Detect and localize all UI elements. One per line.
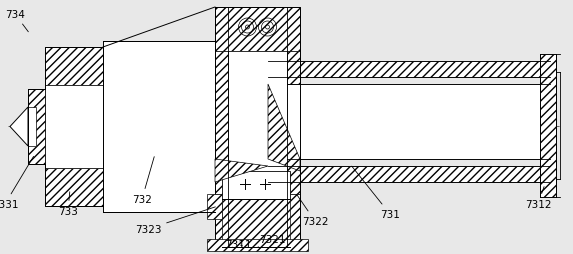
Bar [28, 108, 36, 146]
Bar [540, 55, 556, 197]
Bar [287, 52, 300, 85]
Bar [215, 8, 300, 52]
Bar [228, 52, 287, 194]
Bar [103, 42, 215, 212]
Bar [287, 159, 300, 194]
Bar [268, 166, 550, 182]
Text: 732: 732 [132, 157, 154, 204]
Bar [215, 8, 300, 247]
Bar [222, 199, 290, 247]
Bar [45, 168, 103, 206]
Text: 7311: 7311 [225, 239, 251, 249]
Bar [215, 52, 228, 194]
Text: 7312: 7312 [525, 187, 551, 209]
Text: 7331: 7331 [0, 157, 34, 209]
Bar [268, 85, 550, 159]
Bar [268, 62, 550, 78]
Bar [207, 239, 308, 251]
Bar [207, 194, 222, 219]
Text: 7321: 7321 [258, 234, 285, 247]
Text: 731: 731 [352, 167, 400, 219]
Bar [45, 48, 103, 206]
Bar [215, 194, 300, 247]
Polygon shape [215, 159, 268, 182]
Text: 7322: 7322 [297, 195, 328, 226]
Text: 733: 733 [58, 192, 78, 216]
Polygon shape [268, 85, 300, 171]
Bar [45, 48, 103, 86]
Text: 7323: 7323 [135, 207, 215, 234]
Bar [222, 171, 290, 199]
Bar [45, 86, 103, 168]
Bar [28, 90, 45, 164]
Polygon shape [10, 108, 28, 146]
Text: 734: 734 [5, 10, 28, 33]
